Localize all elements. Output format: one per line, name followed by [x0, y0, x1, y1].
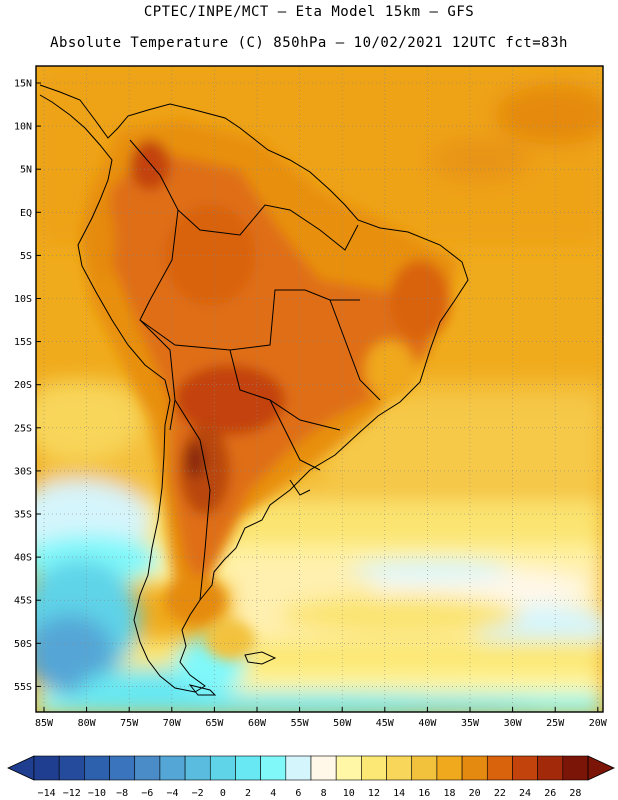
colorbar-swatch: [486, 755, 513, 781]
lon-label: 65W: [205, 718, 224, 729]
colorbar-swatch: [58, 755, 85, 781]
colorbar-label: 14: [393, 788, 405, 799]
colorbar-swatch: [512, 755, 538, 781]
colorbar-swatch: [260, 755, 287, 781]
lat-label: 10N: [14, 122, 32, 133]
lat-label: 15N: [14, 79, 32, 90]
lat-label: 40S: [14, 553, 32, 564]
colorbar-label: 4: [270, 788, 276, 799]
colorbar-label: 22: [494, 788, 506, 799]
colorbar-label: −4: [166, 788, 178, 799]
colorbar-swatch: [84, 755, 110, 781]
colorbar-label: 8: [321, 788, 327, 799]
colorbar-label: 2: [245, 788, 251, 799]
colorbar-label: −14: [38, 788, 56, 799]
lat-label: 50S: [14, 639, 32, 650]
colorbar-label: −2: [192, 788, 204, 799]
latitude-labels: 15N 10N 5N EQ 5S 10S 15S 20S 25S 30S 35S 40S 45S 50S 5…: [14, 79, 41, 693]
lat-label: 10S: [14, 294, 32, 305]
colorbar-label: −8: [116, 788, 128, 799]
title-line-2: Absolute Temperature (C) 850hPa – 10/02/…: [50, 35, 568, 51]
colorbar-label: 10: [343, 788, 355, 799]
colorbar: [7, 755, 615, 781]
lon-label: 45W: [376, 718, 395, 729]
lat-label: 5S: [20, 251, 32, 262]
colorbar-max-arrow: [587, 755, 615, 781]
colorbar-swatch: [436, 755, 463, 781]
colorbar-swatch: [562, 755, 589, 781]
colorbar-label: 18: [443, 788, 455, 799]
lat-label: 25S: [14, 423, 32, 434]
lon-label: 25W: [546, 718, 565, 729]
colorbar-label: 16: [418, 788, 430, 799]
lon-label: 80W: [78, 718, 97, 729]
lon-label: 50W: [333, 718, 352, 729]
temperature-field: [36, 66, 603, 712]
lat-lon-grid: [36, 66, 603, 712]
plot-frame: [35, 65, 604, 713]
colorbar-swatch: [209, 755, 236, 781]
colorbar-swatch: [33, 755, 60, 781]
lat-label: 45S: [14, 596, 32, 607]
lat-label: 20S: [14, 380, 32, 391]
colorbar-swatch: [285, 755, 312, 781]
lon-label: 85W: [35, 718, 54, 729]
lat-label: 5N: [20, 165, 32, 176]
lon-label: 60W: [248, 718, 267, 729]
colorbar-swatch: [537, 755, 564, 781]
colorbar-swatch: [184, 755, 211, 781]
title-line-1: CPTEC/INPE/MCT – Eta Model 15km – GFS: [143, 4, 475, 20]
lon-label: 55W: [291, 718, 310, 729]
lat-label: 30S: [14, 466, 32, 477]
colorbar-swatch: [335, 755, 362, 781]
colorbar-label: 20: [469, 788, 481, 799]
colorbar-label: 24: [519, 788, 531, 799]
lon-label: 35W: [461, 718, 480, 729]
colorbar-swatch: [235, 755, 261, 781]
colorbar-swatch: [109, 755, 136, 781]
lon-label: 70W: [163, 718, 182, 729]
colorbar-label: −10: [88, 788, 106, 799]
colorbar-label: −6: [141, 788, 153, 799]
colorbar-min-arrow: [7, 755, 35, 781]
colorbar-labels: −14 −12 −10 −8 −6 −4 −2 0 2 4 6 8 10 12 14 16 18 20 22 24 26…: [38, 788, 582, 799]
lon-label: 30W: [504, 718, 523, 729]
colorbar-swatch: [134, 755, 161, 781]
colorbar-swatch: [386, 755, 413, 781]
lon-label: 40W: [418, 718, 437, 729]
colorbar-swatch: [159, 755, 186, 781]
colorbar-label: 6: [295, 788, 301, 799]
lat-label: 55S: [14, 682, 32, 693]
colorbar-swatch: [361, 755, 387, 781]
lon-label: 20W: [589, 718, 608, 729]
colorbar-label: 0: [220, 788, 226, 799]
colorbar-swatch: [411, 755, 438, 781]
lon-label: 75W: [120, 718, 139, 729]
colorbar-label: −12: [63, 788, 81, 799]
lat-label: 35S: [14, 510, 32, 521]
colorbar-label: 26: [544, 788, 556, 799]
colorbar-label: 28: [569, 788, 581, 799]
longitude-labels: 85W 80W 75W 70W 65W 60W 55W 50W 45W 40W 35W 30W 25W 2…: [35, 707, 608, 729]
coastline: [39, 84, 469, 696]
lat-label: 15S: [14, 337, 32, 348]
colorbar-label: 12: [368, 788, 380, 799]
colorbar-swatch: [310, 755, 337, 781]
colorbar-swatch: [461, 755, 488, 781]
lat-label: EQ: [20, 208, 32, 219]
